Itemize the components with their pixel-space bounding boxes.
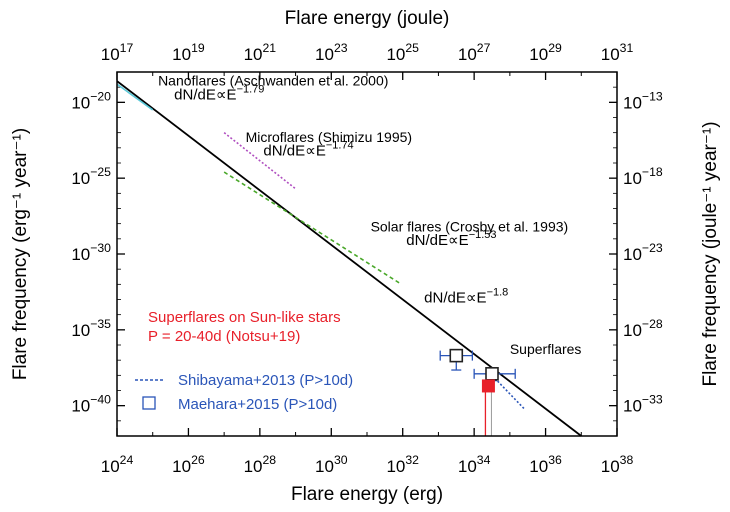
annotation-nano_title: Nanoflares (Aschwanden et al. 2000) [158, 73, 388, 89]
legend-maehara-label: Maehara+2015 (P>10d) [178, 396, 337, 413]
annotation-micro_law: dN/dE∝E−1.74 [263, 139, 353, 159]
x2-tick-label: 1017 [101, 41, 134, 64]
y2-tick-label: 10−13 [623, 89, 663, 112]
y-tick-label: 10−40 [71, 393, 111, 416]
x-tick-label: 1034 [458, 453, 491, 476]
y-tick-label: 10−35 [71, 317, 111, 340]
legend: Shibayama+2013 (P>10d) Maehara+2015 (P>1… [135, 372, 353, 413]
plot-frame [116, 71, 618, 437]
y2-tick-label: 10−33 [623, 393, 663, 416]
notsu-label-line1: Superflares on Sun-like stars [148, 309, 341, 326]
x2-tick-label: 1025 [386, 41, 419, 64]
annotation-micro_title: Microflares (Shimizu 1995) [246, 129, 412, 145]
y2-tick-label: 10−28 [623, 317, 663, 340]
y-tick-label: 10−20 [71, 89, 111, 112]
x-tick-label: 1032 [386, 453, 419, 476]
annotation-solar_law: dN/dE∝E−1.53 [406, 229, 496, 249]
series-layer [116, 80, 582, 437]
annotation-main_law: dN/dE∝E−1.8 [424, 287, 508, 307]
series-line-0 [116, 80, 582, 437]
annotation-nano_law: dN/dE∝E−1.79 [174, 83, 264, 103]
series-line-1 [116, 83, 154, 111]
x-tick-label: 1038 [601, 453, 634, 476]
bottom-axis-title: Flare energy (erg) [291, 484, 443, 505]
series-line-2 [223, 132, 297, 190]
annotation-superflares: Superflares [510, 341, 582, 357]
x2-tick-label: 1021 [244, 41, 277, 64]
annotation-layer: Nanoflares (Aschwanden et al. 2000)dN/dE… [158, 73, 581, 357]
left-axis-title: Flare frequency (erg⁻¹ year⁻¹) [10, 128, 31, 380]
x-tick-label: 1024 [101, 453, 134, 476]
x-tick-label: 1030 [315, 453, 348, 476]
x-tick-label: 1036 [529, 453, 562, 476]
tick-layer: 1024 1026 1028 1030 1032 1034 1036 1038 1017 1019… [71, 41, 663, 476]
right-axis-title: Flare frequency (joule⁻¹ year⁻¹) [700, 121, 721, 386]
top-axis-title: Flare energy (joule) [285, 8, 450, 29]
legend-shibayama-label: Shibayama+2013 (P>10d) [178, 372, 353, 389]
y-tick-label: 10−30 [71, 241, 111, 264]
y2-tick-label: 10−18 [623, 165, 663, 188]
x2-tick-label: 1031 [601, 41, 634, 64]
x2-tick-label: 1029 [529, 41, 562, 64]
x2-tick-label: 1023 [315, 41, 348, 64]
x-tick-label: 1028 [244, 453, 277, 476]
x2-tick-label: 1027 [458, 41, 491, 64]
annotation-solar_title: Solar flares (Crosby et al. 1993) [371, 218, 569, 234]
notsu-label-line2: P = 20-40d (Notsu+19) [148, 328, 300, 345]
notsu-point [481, 379, 495, 393]
x-tick-label: 1026 [172, 453, 205, 476]
maehara-point [485, 367, 499, 381]
y2-tick-label: 10−23 [623, 241, 663, 264]
x2-tick-label: 1019 [172, 41, 205, 64]
points-layer [439, 348, 516, 436]
y-tick-label: 10−25 [71, 165, 111, 188]
legend-maehara-swatch [142, 396, 156, 410]
maehara-point [449, 348, 464, 363]
